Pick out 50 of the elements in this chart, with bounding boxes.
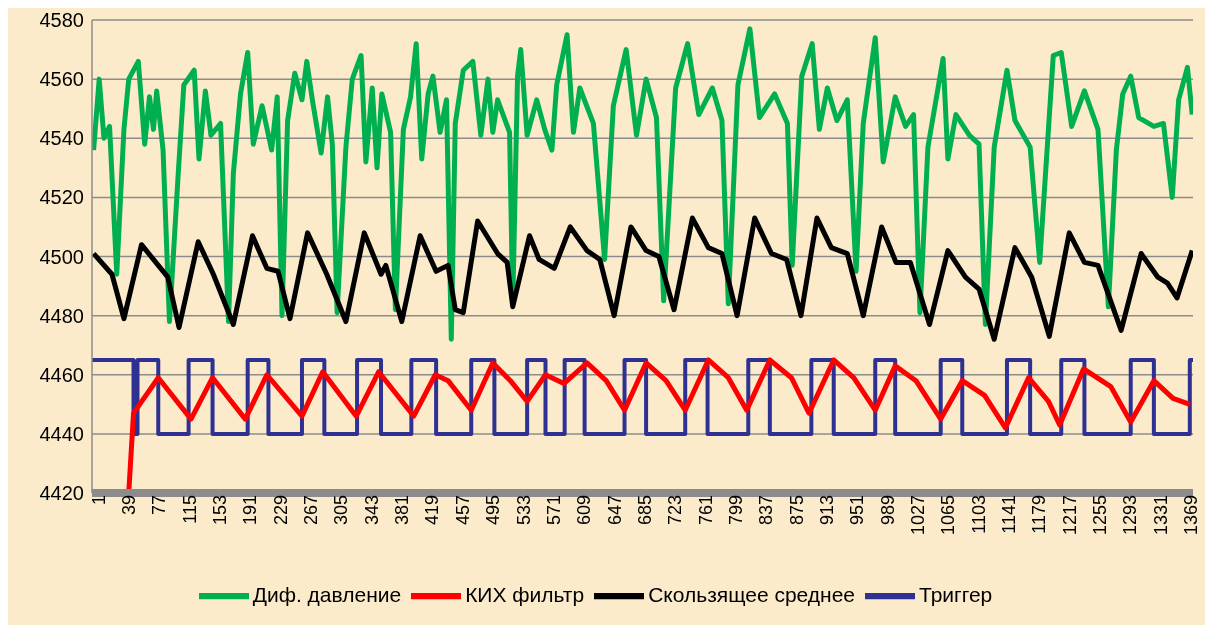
x-tick-label: 989 xyxy=(877,495,898,526)
x-tick-label: 647 xyxy=(604,495,625,526)
x-tick-label: 1141 xyxy=(998,495,1019,534)
x-tick-label: 685 xyxy=(634,495,655,526)
x-tick-label: 1 xyxy=(88,495,109,506)
x-tick-label: 723 xyxy=(665,495,686,526)
x-tick-label: 1255 xyxy=(1089,495,1110,536)
x-tick-label: 305 xyxy=(331,495,352,526)
y-tick-label: 4460 xyxy=(39,363,84,386)
x-tick-label: 343 xyxy=(361,495,382,526)
x-tick-label: 1027 xyxy=(907,495,928,536)
x-tick-label: 419 xyxy=(422,495,443,526)
y-tick-label: 4520 xyxy=(39,186,84,209)
x-tick-label: 951 xyxy=(847,495,868,526)
x-tick-label: 799 xyxy=(725,495,746,526)
x-tick-label: 1179 xyxy=(1029,495,1050,534)
legend-label: КИХ фильтр xyxy=(465,582,585,606)
x-tick-label: 191 xyxy=(240,495,261,526)
x-tick-label: 381 xyxy=(392,495,413,526)
x-tick-label: 875 xyxy=(786,495,807,526)
x-tick-label: 495 xyxy=(483,495,504,526)
x-tick-label: 1369 xyxy=(1181,495,1201,536)
x-tick-label: 1331 xyxy=(1150,495,1171,536)
x-tick-label: 761 xyxy=(695,495,716,526)
x-tick-label: 837 xyxy=(756,495,777,526)
legend-label: Диф. давление xyxy=(252,582,402,606)
y-tick-label: 4500 xyxy=(39,245,84,268)
y-tick-label: 4480 xyxy=(39,304,84,327)
x-tick-label: 571 xyxy=(543,495,564,526)
x-tick-label: 77 xyxy=(149,495,170,516)
x-tick-label: 1217 xyxy=(1059,495,1080,536)
y-tick-label: 4420 xyxy=(39,482,84,505)
x-tick-label: 533 xyxy=(513,495,534,526)
x-tick-label: 1293 xyxy=(1120,495,1141,536)
legend-label: Скользящее среднее xyxy=(648,582,856,606)
x-tick-label: 229 xyxy=(270,495,291,526)
x-tick-label: 609 xyxy=(574,495,595,526)
y-tick-label: 4540 xyxy=(39,127,84,150)
x-tick-label: 1065 xyxy=(938,495,959,536)
y-tick-label: 4560 xyxy=(39,68,84,91)
x-tick-label: 39 xyxy=(119,495,140,516)
x-tick-label: 267 xyxy=(301,495,322,526)
x-tick-label: 153 xyxy=(210,495,231,526)
x-tick-label: 457 xyxy=(452,495,473,526)
y-tick-label: 4580 xyxy=(39,9,84,32)
x-tick-label: 115 xyxy=(179,495,200,524)
y-tick-label: 4440 xyxy=(39,422,84,445)
legend-label: Триггер xyxy=(919,582,993,606)
x-tick-label: 913 xyxy=(816,495,837,526)
x-tick-label: 1103 xyxy=(968,495,989,534)
